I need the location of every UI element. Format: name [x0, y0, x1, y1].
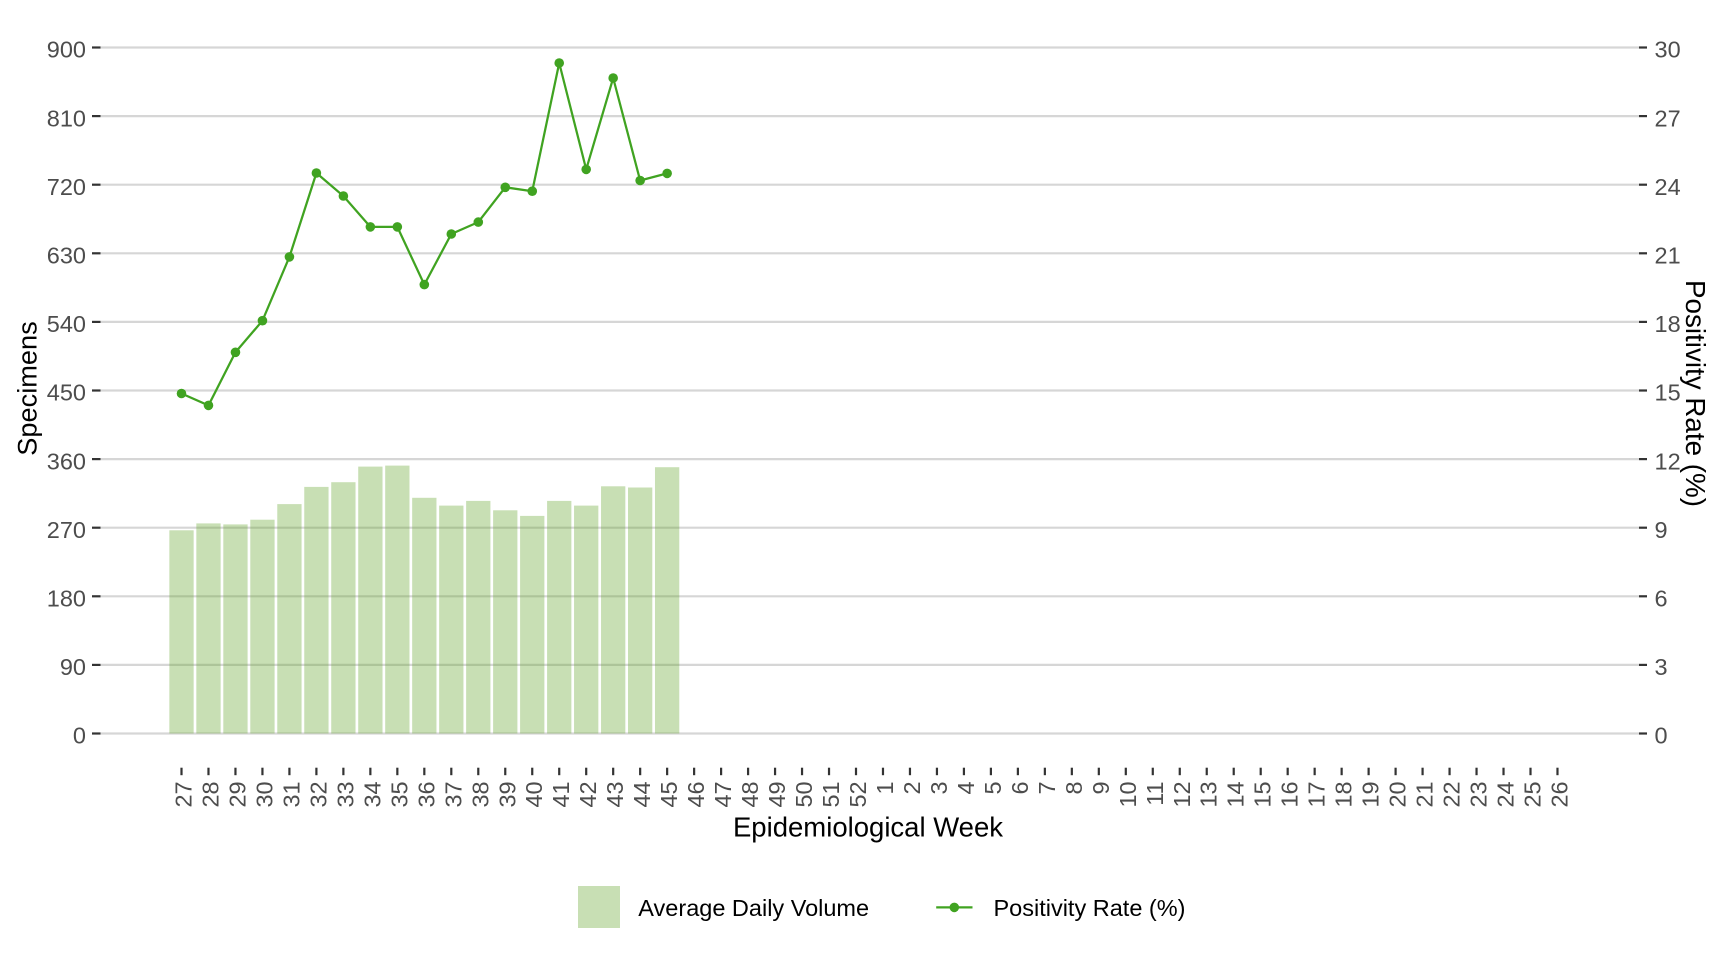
svg-text:14: 14 — [1223, 781, 1249, 807]
svg-text:15: 15 — [1250, 781, 1276, 807]
svg-text:30: 30 — [1655, 37, 1681, 63]
svg-text:45: 45 — [656, 781, 682, 807]
svg-text:18: 18 — [1655, 311, 1681, 337]
svg-text:20: 20 — [1385, 781, 1411, 807]
svg-text:Average Daily Volume: Average Daily Volume — [638, 895, 869, 921]
svg-text:38: 38 — [467, 781, 493, 807]
svg-text:31: 31 — [278, 781, 304, 807]
svg-text:46: 46 — [683, 781, 709, 807]
svg-text:7: 7 — [1034, 781, 1060, 794]
svg-text:360: 360 — [47, 448, 86, 474]
svg-text:44: 44 — [629, 781, 655, 807]
svg-text:51: 51 — [818, 781, 844, 807]
svg-text:270: 270 — [47, 517, 86, 543]
svg-text:50: 50 — [791, 781, 817, 807]
svg-text:32: 32 — [305, 781, 331, 807]
svg-text:43: 43 — [602, 781, 628, 807]
svg-text:90: 90 — [60, 654, 86, 680]
svg-text:42: 42 — [575, 781, 601, 807]
svg-text:40: 40 — [521, 781, 547, 807]
svg-text:2: 2 — [899, 781, 925, 794]
svg-text:13: 13 — [1196, 781, 1222, 807]
svg-text:27: 27 — [1655, 105, 1681, 131]
svg-text:21: 21 — [1412, 781, 1438, 807]
svg-text:25: 25 — [1520, 781, 1546, 807]
svg-text:900: 900 — [47, 37, 86, 63]
svg-text:Positivity Rate (%): Positivity Rate (%) — [994, 895, 1186, 921]
svg-text:29: 29 — [224, 781, 250, 807]
svg-text:33: 33 — [332, 781, 358, 807]
svg-text:16: 16 — [1277, 781, 1303, 807]
svg-text:35: 35 — [386, 781, 412, 807]
svg-text:0: 0 — [73, 723, 86, 749]
svg-text:28: 28 — [197, 781, 223, 807]
svg-text:36: 36 — [413, 781, 439, 807]
svg-text:23: 23 — [1466, 781, 1492, 807]
svg-text:37: 37 — [440, 781, 466, 807]
svg-text:34: 34 — [359, 781, 385, 807]
svg-text:39: 39 — [494, 781, 520, 807]
svg-text:5: 5 — [980, 781, 1006, 794]
svg-text:9: 9 — [1088, 781, 1114, 794]
svg-text:180: 180 — [47, 586, 86, 612]
svg-text:720: 720 — [47, 174, 86, 200]
svg-text:11: 11 — [1142, 781, 1168, 805]
svg-text:52: 52 — [845, 781, 871, 807]
svg-text:15: 15 — [1655, 380, 1681, 406]
svg-text:12: 12 — [1169, 781, 1195, 807]
svg-text:48: 48 — [737, 781, 763, 807]
svg-text:19: 19 — [1358, 781, 1384, 807]
svg-text:18: 18 — [1331, 781, 1357, 807]
svg-text:9: 9 — [1655, 517, 1668, 543]
svg-text:12: 12 — [1655, 448, 1681, 474]
svg-text:450: 450 — [47, 380, 86, 406]
svg-text:6: 6 — [1007, 781, 1033, 794]
svg-text:540: 540 — [47, 311, 86, 337]
svg-text:1: 1 — [872, 781, 898, 794]
svg-text:4: 4 — [953, 781, 979, 794]
svg-text:Epidemiological Week: Epidemiological Week — [733, 811, 1003, 842]
svg-text:22: 22 — [1439, 781, 1465, 807]
svg-text:26: 26 — [1546, 781, 1572, 807]
svg-text:30: 30 — [251, 781, 277, 807]
svg-text:17: 17 — [1304, 781, 1330, 807]
svg-text:6: 6 — [1655, 586, 1668, 612]
svg-text:Specimens: Specimens — [12, 321, 43, 456]
svg-text:24: 24 — [1493, 781, 1519, 807]
svg-text:10: 10 — [1115, 781, 1141, 807]
svg-text:3: 3 — [926, 781, 952, 794]
svg-text:47: 47 — [710, 781, 736, 807]
svg-text:8: 8 — [1061, 781, 1087, 794]
svg-text:3: 3 — [1655, 654, 1668, 680]
svg-text:49: 49 — [764, 781, 790, 807]
svg-text:810: 810 — [47, 105, 86, 131]
svg-text:Positivity Rate (%): Positivity Rate (%) — [1680, 280, 1711, 507]
svg-text:41: 41 — [548, 781, 574, 807]
svg-text:21: 21 — [1655, 243, 1681, 269]
svg-text:27: 27 — [171, 781, 197, 807]
svg-text:630: 630 — [47, 243, 86, 269]
svg-text:0: 0 — [1655, 723, 1668, 749]
svg-text:24: 24 — [1655, 174, 1681, 200]
